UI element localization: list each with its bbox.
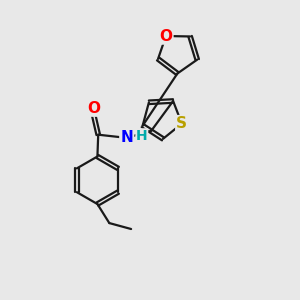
Text: O: O bbox=[87, 100, 100, 116]
Text: H: H bbox=[136, 129, 148, 143]
Text: N: N bbox=[120, 130, 133, 146]
Text: S: S bbox=[176, 116, 187, 131]
Text: O: O bbox=[159, 28, 172, 44]
